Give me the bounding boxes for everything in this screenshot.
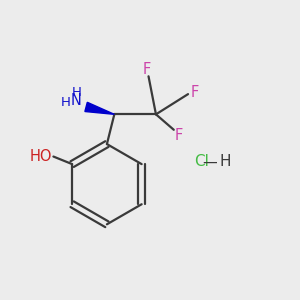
- Text: F: F: [175, 128, 183, 143]
- Text: HO: HO: [29, 149, 52, 164]
- Text: H: H: [219, 154, 231, 169]
- Text: —: —: [202, 154, 217, 169]
- Polygon shape: [85, 102, 114, 114]
- Text: H: H: [72, 85, 82, 98]
- Text: H: H: [61, 96, 71, 109]
- Text: N: N: [71, 93, 82, 108]
- Text: Cl: Cl: [194, 154, 209, 169]
- Text: F: F: [143, 62, 151, 77]
- Text: F: F: [190, 85, 199, 100]
